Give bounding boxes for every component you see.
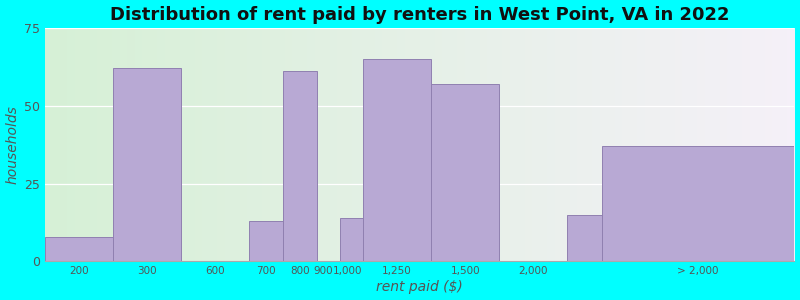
Bar xyxy=(431,84,499,261)
Bar xyxy=(340,218,363,261)
Y-axis label: households: households xyxy=(6,105,19,184)
Bar xyxy=(45,236,113,261)
Bar xyxy=(283,71,318,261)
Bar xyxy=(249,221,283,261)
Bar xyxy=(113,68,181,261)
Title: Distribution of rent paid by renters in West Point, VA in 2022: Distribution of rent paid by renters in … xyxy=(110,6,730,24)
Bar xyxy=(567,215,602,261)
X-axis label: rent paid ($): rent paid ($) xyxy=(376,280,463,294)
Bar xyxy=(363,59,431,261)
Bar xyxy=(602,146,794,261)
